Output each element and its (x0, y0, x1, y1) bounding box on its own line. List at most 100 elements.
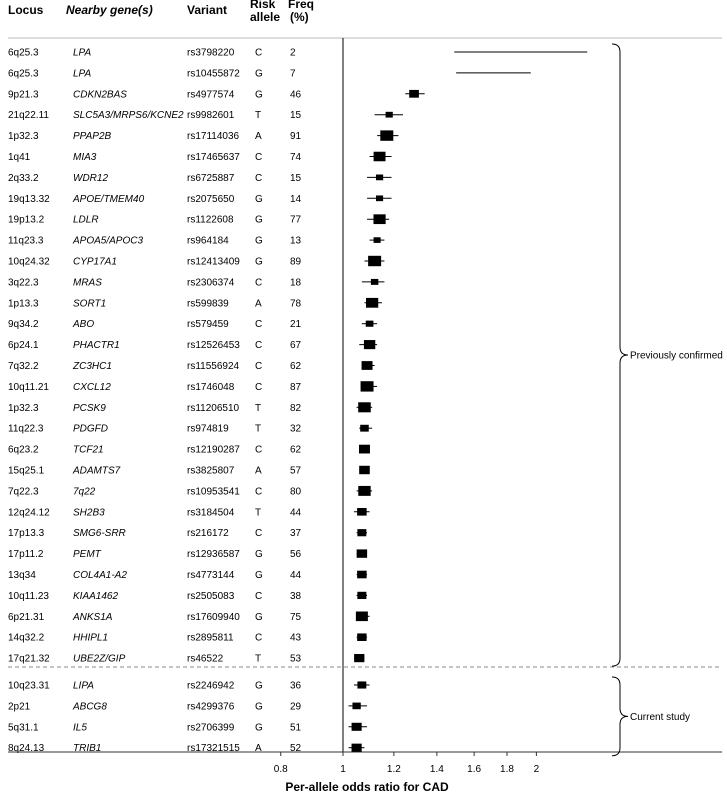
variant-cell: rs964184 (187, 236, 229, 247)
variant-cell: rs216172 (187, 528, 229, 539)
locus-cell: 13q34 (8, 570, 36, 581)
gene-cell: MIA3 (73, 152, 97, 163)
risk-allele-cell: G (255, 681, 263, 692)
freq-cell: 67 (290, 340, 302, 351)
point-estimate (355, 611, 368, 622)
point-estimate (363, 340, 376, 350)
point-estimate (357, 570, 367, 579)
locus-cell: 7q22.3 (8, 486, 39, 497)
variant-cell: rs6725887 (187, 173, 235, 184)
risk-allele-cell: T (255, 110, 261, 121)
locus-cell: 6q25.3 (8, 68, 39, 79)
freq-cell: 56 (290, 549, 302, 560)
risk-allele-cell: C (255, 319, 262, 330)
table-row: 1p32.3 PPAP2B rs17114036 A 91 (8, 130, 399, 142)
point-estimate (357, 507, 367, 516)
variant-cell: rs3825807 (187, 466, 235, 477)
gene-cell: PPAP2B (73, 131, 111, 142)
table-row: 10q11.23 KIAA1462 rs2505083 C 38 (8, 591, 368, 602)
freq-cell: 18 (290, 277, 302, 288)
table-row: 1p13.3 SORT1 rs599839 A 78 (8, 297, 382, 309)
variant-cell: rs12413409 (187, 257, 240, 268)
gene-cell: SORT1 (73, 298, 106, 309)
point-estimate (373, 237, 381, 243)
point-estimate (373, 214, 386, 225)
point-estimate (360, 424, 369, 432)
locus-cell: 8q24.13 (8, 743, 45, 754)
gene-cell: CXCL12 (73, 382, 111, 393)
header-freq-line2: (%) (290, 10, 309, 24)
gene-cell: PEMT (73, 549, 102, 560)
variant-cell: rs11556924 (187, 361, 240, 372)
freq-cell: 89 (290, 257, 302, 268)
freq-cell: 46 (290, 89, 302, 100)
gene-cell: PDGFD (73, 424, 108, 435)
locus-cell: 2p21 (8, 701, 31, 712)
gene-cell: MRAS (73, 277, 102, 288)
freq-cell: 13 (290, 236, 302, 247)
point-estimate (385, 111, 393, 118)
variant-cell: rs10953541 (187, 486, 240, 497)
table-row: 10q24.32 CYP17A1 rs12413409 G 89 (8, 255, 385, 268)
locus-cell: 2q33.2 (8, 173, 39, 184)
table-row: 11q23.3 APOA5/APOC3 rs964184 G 13 (8, 236, 385, 247)
locus-cell: 19q13.32 (8, 194, 50, 205)
freq-cell: 21 (290, 319, 302, 330)
risk-allele-cell: G (255, 570, 263, 581)
table-row: 7q32.2 ZC3HC1 rs11556924 C 62 (8, 361, 375, 372)
variant-cell: rs4977574 (187, 89, 235, 100)
locus-cell: 5q31.1 (8, 722, 39, 733)
table-row: 7q22.3 7q22 rs10953541 C 80 (8, 485, 373, 497)
locus-cell: 6p24.1 (8, 340, 39, 351)
locus-cell: 3q22.3 (8, 277, 39, 288)
freq-cell: 32 (290, 424, 302, 435)
table-row: 9q34.2 ABO rs579459 C 21 (8, 319, 378, 330)
risk-allele-cell: C (255, 591, 262, 602)
point-estimate (357, 591, 367, 600)
gene-cell: CDKN2BAS (73, 89, 127, 100)
x-tick-label: 1.6 (467, 764, 481, 775)
table-row: 2p21 ABCG8 rs4299376 G 29 (8, 701, 368, 712)
gene-cell: UBE2Z/GIP (73, 654, 126, 665)
point-estimate (358, 485, 371, 496)
gene-cell: LPA (73, 48, 91, 59)
locus-cell: 14q32.2 (8, 633, 45, 644)
locus-cell: 9p21.3 (8, 89, 39, 100)
freq-cell: 14 (290, 194, 302, 205)
risk-allele-cell: C (255, 152, 262, 163)
variant-cell: rs2706399 (187, 722, 235, 733)
point-estimate (357, 633, 367, 641)
risk-allele-cell: G (255, 549, 263, 560)
group-label: Current study (630, 712, 690, 723)
table-row: 6p24.1 PHACTR1 rs12526453 C 67 (8, 340, 378, 351)
risk-allele-cell: T (255, 403, 261, 414)
locus-cell: 10q23.31 (8, 681, 50, 692)
gene-cell: IL5 (73, 722, 87, 733)
table-row: 19p13.2 LDLR rs1122608 G 77 (8, 214, 390, 226)
freq-cell: 38 (290, 591, 302, 602)
bracket-shape (611, 676, 629, 757)
table-row: 17q21.32 UBE2Z/GIP rs46522 T 53 (8, 654, 365, 665)
risk-allele-cell: T (255, 654, 261, 665)
gene-cell: ADAMTS7 (72, 466, 121, 477)
risk-allele-cell: G (255, 68, 263, 79)
table-row: 12q24.12 SH2B3 rs3184504 T 44 (8, 507, 370, 518)
point-estimate (351, 743, 362, 752)
point-estimate (358, 402, 371, 413)
table-row: 3q22.3 MRAS rs2306374 C 18 (8, 277, 385, 288)
locus-cell: 6q23.2 (8, 445, 39, 456)
locus-cell: 1q41 (8, 152, 31, 163)
freq-cell: 51 (290, 722, 302, 733)
table-row: 10q23.31 LIPA rs2246942 G 36 (8, 681, 370, 692)
freq-cell: 80 (290, 486, 302, 497)
x-tick-label: 2 (534, 764, 540, 775)
locus-cell: 17p11.2 (8, 549, 44, 560)
gene-cell: ABO (72, 319, 94, 330)
locus-cell: 10q11.23 (8, 591, 49, 602)
locus-cell: 10q24.32 (8, 257, 50, 268)
variant-cell: rs12190287 (187, 445, 240, 456)
gene-cell: KIAA1462 (73, 591, 118, 602)
freq-cell: 36 (290, 681, 302, 692)
point-estimate (352, 702, 361, 710)
